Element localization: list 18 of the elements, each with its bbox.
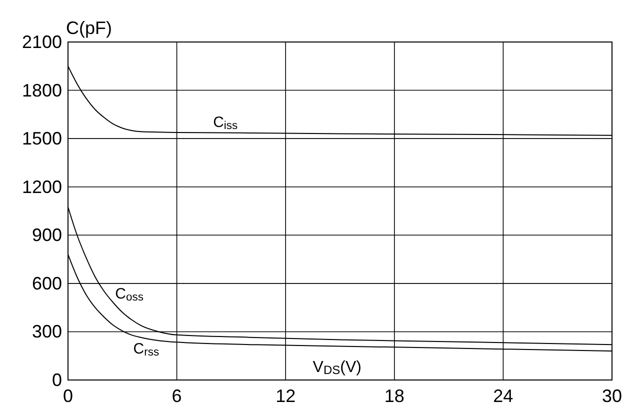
- y-tick-label: 600: [32, 273, 62, 294]
- x-tick-label: 18: [384, 386, 404, 406]
- y-tick-label: 300: [32, 322, 62, 342]
- x-axis-title: V$_{DS}$(V): [312, 359, 362, 377]
- series-label: C$_{rss}$: [133, 340, 160, 358]
- y-tick-label: 2100: [22, 32, 62, 52]
- series-label: C$_{iss}$: [213, 114, 238, 132]
- x-tick-label: 12: [276, 386, 296, 406]
- y-tick-label: 1500: [22, 128, 62, 149]
- x-tick-label: 30: [602, 386, 622, 406]
- y-tick-label: 0: [52, 370, 62, 390]
- x-tick-label: 6: [172, 386, 182, 406]
- y-tick-label: 1200: [22, 176, 62, 197]
- y-tick-label: 1800: [22, 80, 62, 100]
- series-label: C$_{oss}$: [115, 285, 144, 304]
- y-tick-label: 900: [32, 225, 62, 246]
- x-tick-label: 24: [493, 386, 514, 406]
- y-axis-title: C(pF): [66, 18, 112, 38]
